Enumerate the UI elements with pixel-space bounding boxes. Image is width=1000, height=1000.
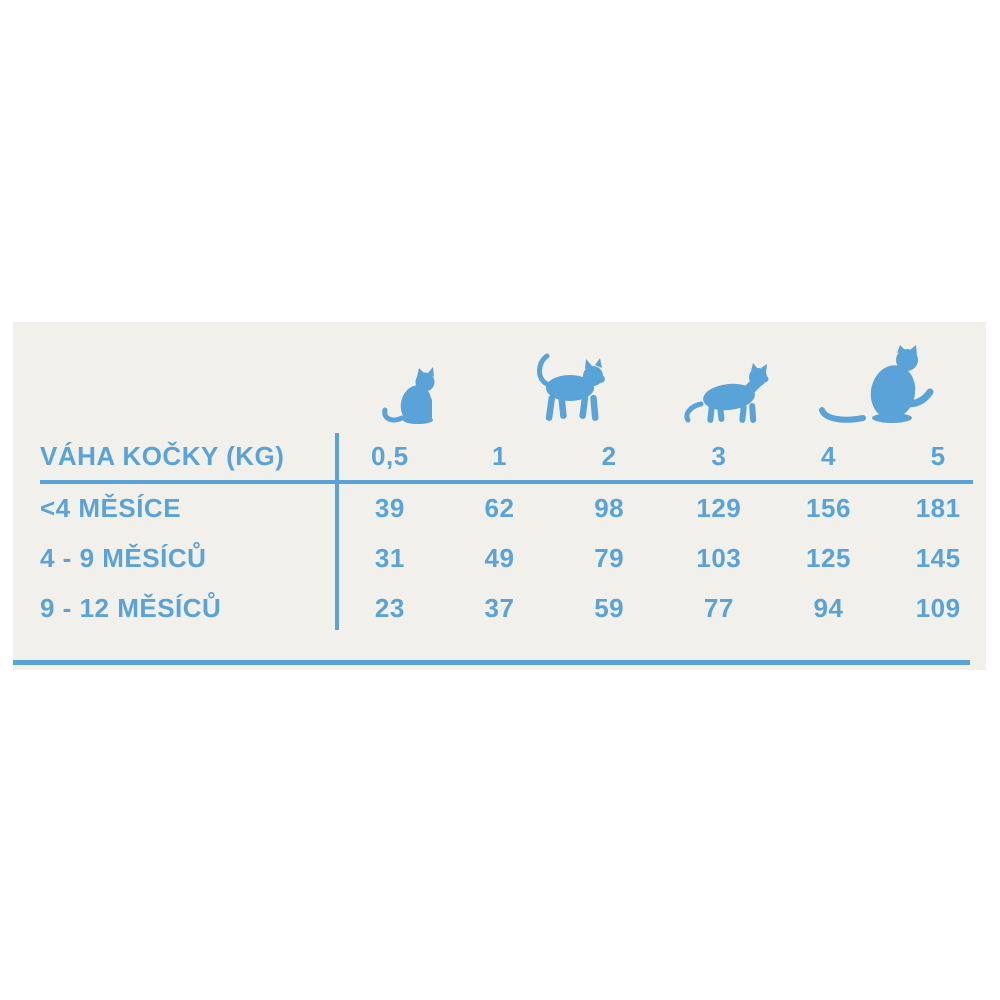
cell-value: 37 [484, 592, 515, 623]
column-header-5kg: 5 [930, 440, 946, 471]
table-header-row: VÁHA KOČKY (KG) 0,5 1 2 3 4 5 [13, 436, 993, 476]
cell-value: 39 [374, 492, 405, 523]
row-label: 9 - 12 MĚSÍCŮ [40, 592, 222, 623]
cell-value: 98 [594, 492, 625, 523]
column-header-3kg: 3 [711, 440, 727, 471]
cat-sitting-large-icon [819, 345, 941, 424]
column-header-4kg: 4 [821, 440, 836, 471]
cell-value: 59 [594, 592, 625, 623]
cat-walking-icon [530, 351, 608, 423]
cell-value: 62 [484, 492, 515, 523]
table-row-under-4-months: <4 MĚSÍCE 39 62 98 129 156 181 [13, 488, 993, 528]
column-header-0_5kg: 0,5 [371, 440, 409, 471]
cell-value: 109 [915, 592, 961, 623]
header-divider-line [40, 480, 973, 484]
cell-value: 49 [484, 542, 515, 573]
cell-value: 145 [915, 542, 961, 573]
table-row-4-9-months: 4 - 9 MĚSÍCŮ 31 49 79 103 125 145 [13, 538, 993, 578]
cell-value: 31 [374, 542, 405, 573]
row-label: <4 MĚSÍCE [40, 492, 182, 523]
cell-value: 94 [813, 592, 844, 623]
cell-value: 125 [806, 542, 851, 573]
row-label: 4 - 9 MĚSÍCŮ [40, 542, 207, 573]
column-header-2kg: 2 [601, 440, 617, 471]
kitten-sitting-icon [382, 367, 444, 424]
table-bottom-line [13, 660, 970, 665]
cell-value: 77 [703, 592, 734, 623]
cell-value: 129 [696, 492, 742, 523]
cell-value: 181 [915, 492, 961, 523]
label-column-divider-line [335, 433, 339, 630]
column-header-1kg: 1 [492, 440, 507, 471]
feeding-table-panel: VÁHA KOČKY (KG) 0,5 1 2 3 4 5 <4 MĚSÍCE … [13, 322, 986, 670]
cell-value: 103 [696, 542, 742, 573]
cat-prowling-icon [683, 362, 771, 424]
cell-value: 156 [806, 492, 851, 523]
cell-value: 23 [374, 592, 405, 623]
cell-value: 79 [594, 542, 625, 573]
weight-header-label: VÁHA KOČKY (KG) [40, 440, 285, 471]
table-row-9-12-months: 9 - 12 MĚSÍCŮ 23 37 59 77 94 109 [13, 588, 993, 628]
